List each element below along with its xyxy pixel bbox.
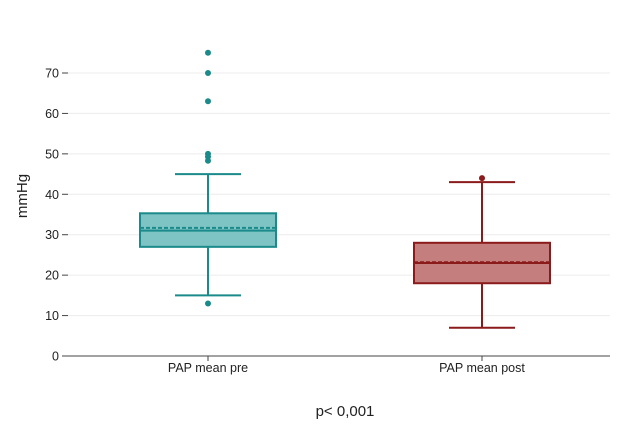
y-tick-label-60: 60 [45, 107, 59, 121]
outlier-point-7 [205, 300, 211, 307]
y-tick-label-20: 20 [45, 269, 59, 283]
boxes [139, 49, 551, 329]
outlier-point-1 [205, 49, 211, 56]
outlier-point-1 [479, 175, 485, 182]
y-axis: 0 10 20 30 40 50 60 70 [45, 67, 68, 364]
x-tick-label-pap-mean-post: PAP mean post [439, 361, 525, 375]
y-tick-label-30: 30 [45, 228, 59, 242]
outlier-point-3 [205, 98, 211, 105]
y-tick-label-50: 50 [45, 147, 59, 161]
y-axis-title: mmHg [14, 174, 31, 218]
x-tick-label-pap-mean-pre: PAP mean pre [168, 361, 248, 375]
p-value-note: p< 0,001 [316, 403, 375, 420]
box-pap-mean-post [413, 175, 551, 329]
y-tick-label-10: 10 [45, 309, 59, 323]
outlier-point-2 [205, 70, 211, 76]
outlier-point-6 [205, 157, 211, 164]
box-pap-mean-pre [139, 49, 277, 307]
y-tick-label-70: 70 [45, 67, 59, 81]
x-axis: PAP mean pre PAP mean post [68, 355, 610, 375]
y-tick-label-0: 0 [52, 350, 59, 364]
y-tick-label-40: 40 [45, 188, 59, 202]
